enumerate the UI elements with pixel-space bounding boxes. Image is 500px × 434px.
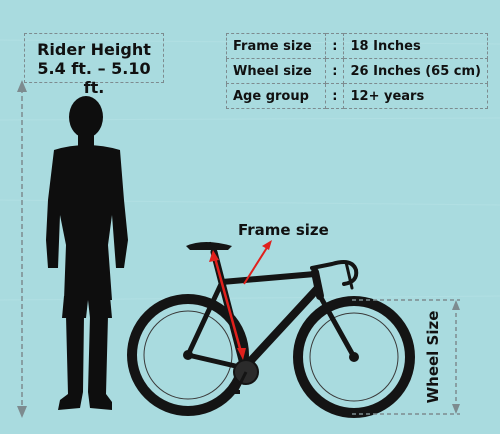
spec-row-age-group: Age group : 12+ years [225,83,488,109]
rider-height-box: Rider Height 5.4 ft. – 5.10 ft. [24,33,164,97]
spec-row-wheel-size: Wheel size : 26 Inches (65 cm) [225,58,488,84]
saddle [186,242,232,250]
wheel-size-arrow [352,299,460,415]
spec-key: Age group [225,83,327,109]
spec-key: Wheel size [225,58,327,84]
spec-key: Frame size [225,33,327,59]
crankset [226,359,259,394]
spec-separator: : [325,58,345,84]
specs-table: Frame size : 18 Inches Wheel size : 26 I… [225,33,488,109]
spec-value: 26 Inches (65 cm) [343,58,488,84]
rider-height-range: 5.4 ft. – 5.10 ft. [37,59,151,97]
rider-height-arrow [17,80,27,418]
rider-height-title: Rider Height [37,40,151,59]
frame-size-arrow [209,240,272,360]
rider-silhouette [46,96,128,410]
spec-separator: : [325,83,345,109]
spec-row-frame-size: Frame size : 18 Inches [225,33,488,59]
wheel-size-label: Wheel Size [424,310,442,404]
frame-size-label: Frame size [238,221,329,239]
spec-value: 12+ years [343,83,488,109]
spec-separator: : [325,33,345,59]
spec-value: 18 Inches [343,33,488,59]
